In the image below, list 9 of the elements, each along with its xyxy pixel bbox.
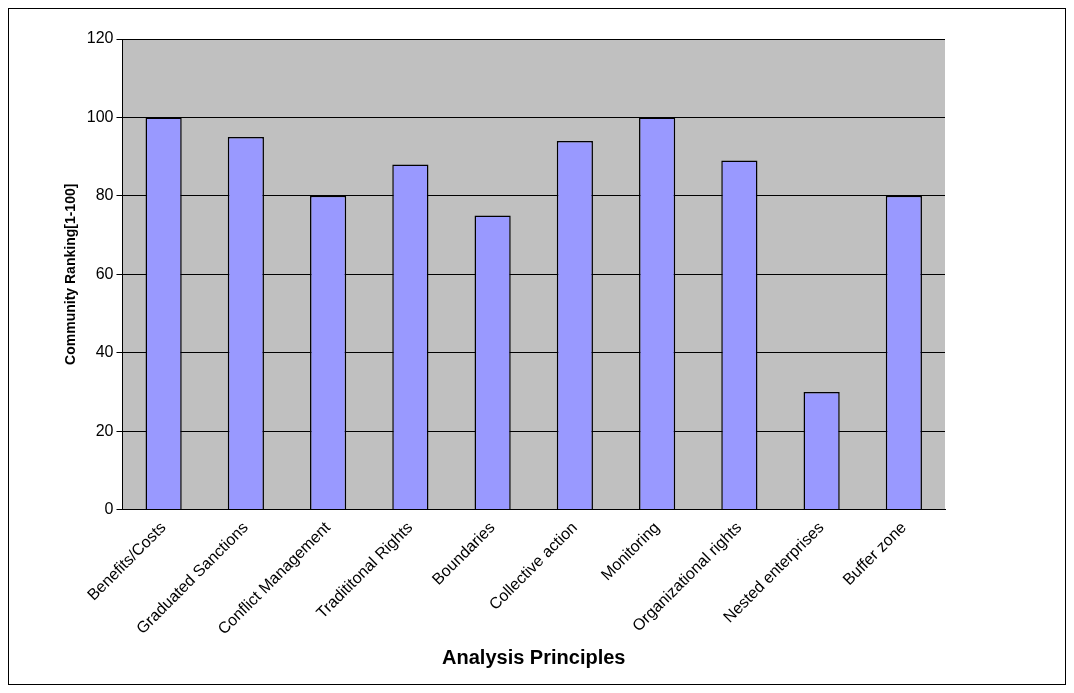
y-tick-label: 20 (95, 421, 114, 439)
y-tick-label: 60 (95, 264, 114, 282)
y-tick-label: 80 (95, 186, 114, 204)
y-tick-label: 120 (86, 29, 114, 47)
y-tick-label: 100 (86, 107, 114, 125)
y-tick-label: 0 (104, 499, 114, 517)
x-axis-title: Analysis Principles (442, 645, 626, 668)
y-tick-label: 40 (95, 343, 114, 361)
y-axis-title: Community Ranking[1-100] (62, 183, 79, 365)
